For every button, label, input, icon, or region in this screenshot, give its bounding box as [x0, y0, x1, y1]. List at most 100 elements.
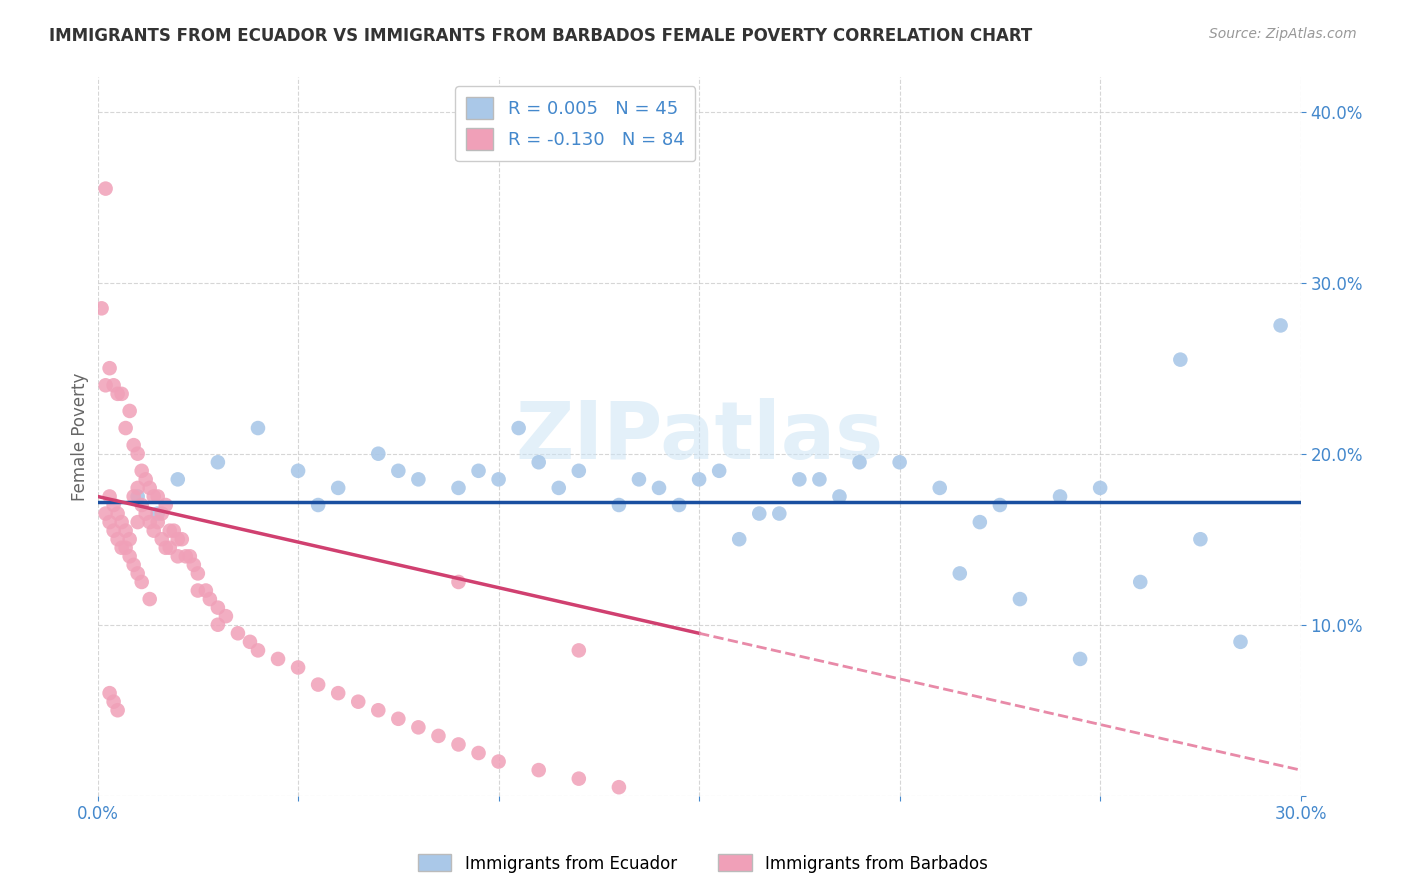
Point — [131, 498, 153, 512]
Point — [1270, 318, 1292, 333]
Point — [138, 481, 160, 495]
Point — [508, 421, 530, 435]
Point — [387, 464, 409, 478]
Text: ZIPatlas: ZIPatlas — [515, 398, 883, 475]
Point — [267, 652, 290, 666]
Point — [988, 498, 1011, 512]
Point — [547, 481, 569, 495]
Point — [1189, 533, 1212, 547]
Point — [94, 378, 117, 392]
Point — [150, 533, 173, 547]
Point — [118, 533, 141, 547]
Point — [111, 515, 134, 529]
Point — [179, 549, 201, 564]
Point — [170, 533, 193, 547]
Point — [135, 472, 157, 486]
Point — [114, 421, 136, 435]
Point — [94, 181, 117, 195]
Point — [183, 558, 205, 572]
Point — [159, 524, 181, 538]
Point — [1008, 592, 1031, 607]
Point — [568, 464, 591, 478]
Point — [155, 541, 177, 555]
Point — [728, 533, 751, 547]
Point — [347, 695, 370, 709]
Point — [246, 421, 269, 435]
Point — [142, 490, 165, 504]
Point — [107, 533, 129, 547]
Point — [239, 635, 262, 649]
Point — [648, 481, 671, 495]
Point — [607, 780, 630, 795]
Point — [207, 600, 229, 615]
Point — [427, 729, 450, 743]
Point — [103, 695, 125, 709]
Point — [447, 738, 470, 752]
Point — [808, 472, 831, 486]
Point — [111, 541, 134, 555]
Point — [1049, 490, 1071, 504]
Point — [287, 464, 309, 478]
Point — [1069, 652, 1091, 666]
Point — [114, 524, 136, 538]
Point — [107, 387, 129, 401]
Point — [114, 541, 136, 555]
Point — [627, 472, 650, 486]
Point — [122, 490, 145, 504]
Point — [98, 361, 121, 376]
Point — [103, 498, 125, 512]
Point — [748, 507, 770, 521]
Point — [828, 490, 851, 504]
Text: Source: ZipAtlas.com: Source: ZipAtlas.com — [1209, 27, 1357, 41]
Point — [94, 507, 117, 521]
Point — [187, 583, 209, 598]
Point — [949, 566, 972, 581]
Point — [408, 472, 430, 486]
Point — [98, 515, 121, 529]
Point — [1129, 574, 1152, 589]
Point — [146, 515, 169, 529]
Point — [768, 507, 790, 521]
Point — [135, 507, 157, 521]
Point — [307, 677, 329, 691]
Point — [127, 515, 149, 529]
Point — [367, 703, 389, 717]
Legend: Immigrants from Ecuador, Immigrants from Barbados: Immigrants from Ecuador, Immigrants from… — [412, 847, 994, 880]
Point — [122, 558, 145, 572]
Point — [131, 464, 153, 478]
Point — [488, 472, 510, 486]
Point — [287, 660, 309, 674]
Point — [889, 455, 911, 469]
Point — [166, 533, 188, 547]
Point — [138, 515, 160, 529]
Point — [848, 455, 870, 469]
Point — [1088, 481, 1111, 495]
Point — [150, 507, 173, 521]
Point — [207, 617, 229, 632]
Point — [146, 507, 169, 521]
Point — [122, 438, 145, 452]
Point — [408, 720, 430, 734]
Point — [138, 592, 160, 607]
Point — [155, 498, 177, 512]
Point — [163, 524, 186, 538]
Point — [215, 609, 238, 624]
Point — [328, 481, 350, 495]
Point — [103, 378, 125, 392]
Point — [127, 481, 149, 495]
Point — [527, 763, 550, 777]
Point — [142, 524, 165, 538]
Text: IMMIGRANTS FROM ECUADOR VS IMMIGRANTS FROM BARBADOS FEMALE POVERTY CORRELATION C: IMMIGRANTS FROM ECUADOR VS IMMIGRANTS FR… — [49, 27, 1032, 45]
Point — [166, 472, 188, 486]
Point — [107, 507, 129, 521]
Point — [1229, 635, 1251, 649]
Point — [98, 686, 121, 700]
Point — [159, 541, 181, 555]
Point — [174, 549, 197, 564]
Point — [103, 524, 125, 538]
Point — [568, 772, 591, 786]
Point — [367, 447, 389, 461]
Point — [668, 498, 690, 512]
Point — [198, 592, 221, 607]
Point — [789, 472, 811, 486]
